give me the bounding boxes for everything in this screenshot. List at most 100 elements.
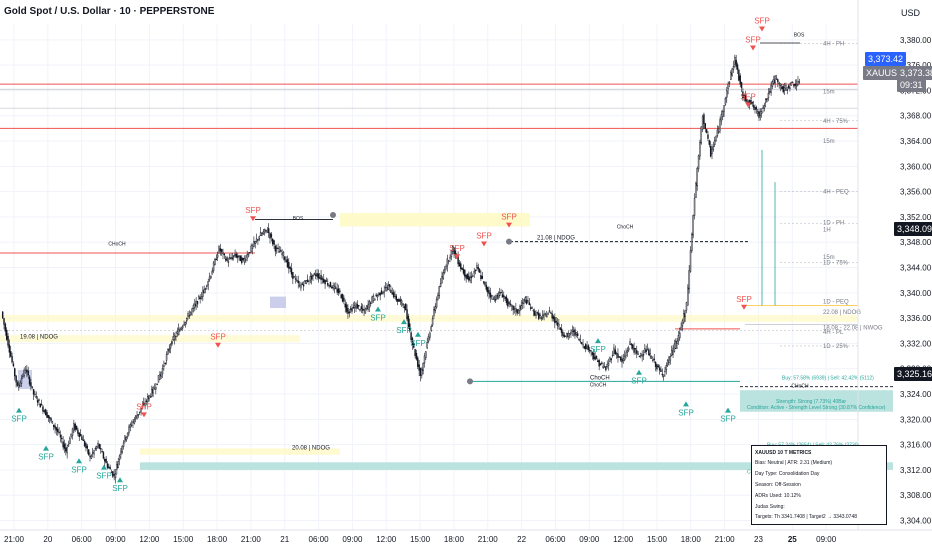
candle-body: [509, 303, 512, 305]
candle-body: [27, 370, 29, 376]
candle-body: [110, 471, 113, 474]
candle-body: [356, 304, 359, 309]
candle-body: [69, 437, 71, 445]
candle-body: [556, 322, 559, 326]
candle-body: [220, 249, 223, 252]
candle-body: [497, 293, 500, 297]
candle-body: [259, 232, 262, 237]
candle-body: [574, 329, 576, 336]
candle-body: [418, 364, 420, 371]
candle-body: [431, 318, 434, 326]
candle-body: [743, 95, 745, 98]
candle-body: [536, 312, 539, 314]
candle-body: [791, 81, 794, 84]
candle-body: [774, 75, 776, 84]
y-tick-label: 3,380.00: [900, 36, 932, 45]
candle-body: [543, 313, 545, 316]
candle-body: [673, 343, 676, 352]
candle-body: [660, 369, 662, 372]
time-axis[interactable]: 21:00 20 06:00 09:00 12:00 15:00 18:00 21:00 21 0…: [0, 529, 932, 544]
countdown-tag: 09:31: [897, 78, 926, 92]
candle-body: [184, 321, 187, 325]
candles-layer: [1, 54, 801, 484]
level-label: 1D - PEQ: [823, 300, 849, 306]
candle-body: [294, 278, 297, 280]
candle-body: [241, 257, 243, 264]
candle-body: [653, 358, 655, 361]
candle-body: [583, 346, 586, 349]
sfp-bear-triangle-icon: [506, 222, 512, 228]
candle-body: [445, 266, 447, 270]
candle-body: [114, 473, 117, 478]
metrics-panel: XAUUSD 10 T METRICS Bias: Neutral | ATR:…: [751, 445, 887, 525]
candle-body: [1, 311, 4, 319]
candle-body: [493, 296, 496, 300]
candle-body: [301, 283, 303, 285]
candle-body: [707, 134, 709, 139]
candle-body: [486, 287, 489, 293]
sfp-label-bull: SFP: [590, 345, 606, 354]
candle-body: [313, 273, 316, 275]
candle-body: [273, 240, 275, 246]
candle-body: [482, 281, 485, 283]
candle-body: [446, 258, 449, 267]
candle-body: [785, 85, 787, 89]
ndog-zone: [140, 448, 340, 455]
candle-body: [746, 99, 748, 103]
currency-label[interactable]: USD: [901, 8, 921, 18]
candle-body: [558, 323, 560, 327]
candle-body: [783, 87, 786, 91]
y-tick-label: 3,360.00: [900, 162, 932, 171]
candle-body: [617, 353, 619, 358]
candle-body: [580, 342, 583, 344]
y-tick-label: 3,324.00: [900, 390, 932, 399]
candle-body: [415, 352, 418, 360]
candle-body: [95, 446, 98, 449]
candle-body: [754, 106, 756, 111]
level-label: 1D - PH: [823, 221, 844, 227]
candle-body: [32, 389, 35, 395]
y-tick-label: 3,336.00: [900, 314, 932, 323]
candle-body: [606, 364, 608, 367]
order-block-box: [270, 296, 286, 308]
candle-body: [269, 232, 271, 239]
candle-body: [427, 336, 430, 342]
candle-body: [136, 415, 138, 420]
sfp-label-bear: SFP: [245, 206, 261, 215]
candle-body: [359, 309, 361, 311]
candle-body: [113, 474, 115, 476]
candle-body: [26, 369, 28, 372]
candle-body: [770, 84, 772, 93]
candle-body: [145, 400, 148, 402]
price-tag-current: 3,373.38: [897, 66, 932, 80]
candle-body: [484, 281, 486, 286]
candle-body: [752, 105, 755, 108]
candle-body: [116, 464, 118, 470]
candle-body: [332, 285, 334, 289]
x-tick-label: 09:00: [816, 535, 837, 544]
candle-body: [695, 183, 697, 198]
candle-body: [790, 81, 792, 86]
candle-body: [187, 313, 189, 317]
candle-body: [18, 384, 20, 388]
candle-body: [670, 350, 673, 356]
candle-body: [555, 320, 557, 323]
candle-body: [595, 355, 598, 359]
candle-body: [384, 286, 387, 289]
candle-body: [378, 292, 380, 295]
candle-body: [160, 371, 162, 377]
price-tag-low: 3,325.16: [894, 367, 932, 381]
candle-body: [773, 79, 775, 84]
imbalance-zone: [740, 390, 893, 412]
candle-body: [529, 307, 532, 309]
candle-body: [562, 332, 564, 336]
candle-body: [789, 87, 791, 89]
y-tick-label: 3,320.00: [900, 415, 932, 424]
candle-body: [243, 258, 246, 263]
candle-body: [83, 441, 86, 447]
sfp-label-bear: SFP: [136, 402, 152, 411]
candle-body: [699, 142, 701, 157]
candle-body: [247, 253, 250, 257]
candle-body: [582, 344, 584, 346]
